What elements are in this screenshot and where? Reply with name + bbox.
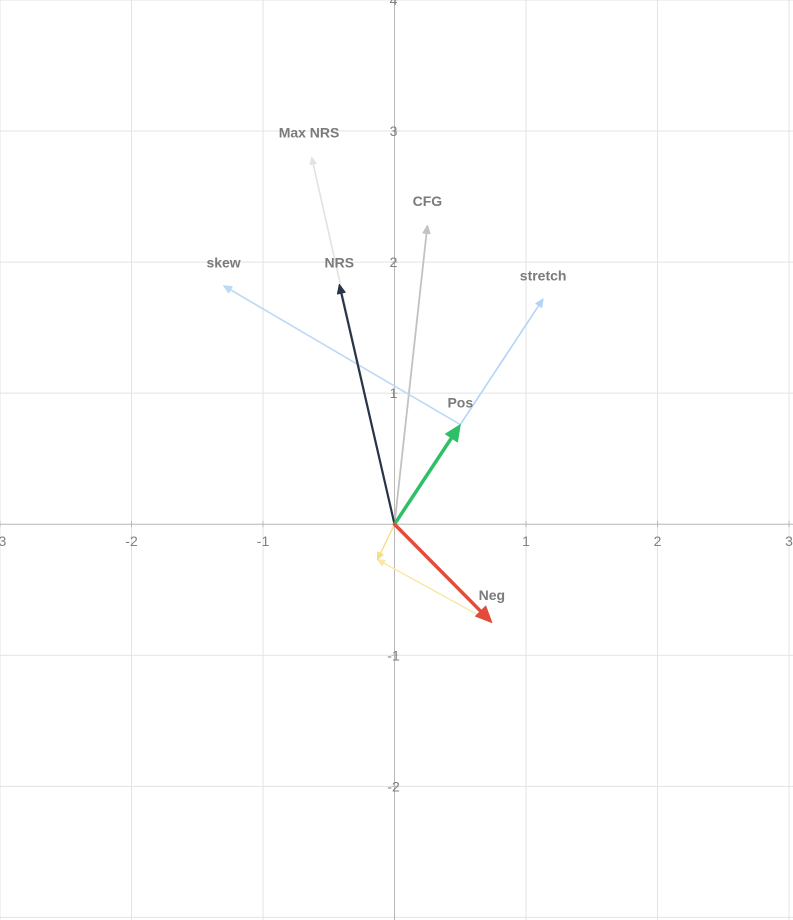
vector-label-max-nrs: Max NRS: [279, 125, 340, 141]
vector-unnamed-5: [376, 559, 493, 624]
vector-cfg: [393, 224, 431, 526]
vectors: [223, 156, 544, 624]
y-tick-label: -2: [387, 778, 400, 794]
x-tick-label: 1: [522, 533, 530, 549]
vector-labels: Max NRS CFG skew stretch NRS Pos Neg: [206, 125, 566, 604]
vector-head-cfg: [422, 224, 431, 235]
x-tick-label: -3: [0, 533, 6, 549]
y-tick-label: 1: [390, 385, 398, 401]
vector-shaft-skew: [226, 287, 462, 426]
y-tick-label: 3: [390, 123, 398, 139]
vector-head-unnamed-6: [376, 551, 384, 561]
vector-head-unnamed-5: [376, 559, 386, 567]
vector-pos: [392, 424, 461, 526]
vector-head-pos: [444, 424, 461, 443]
vector-label-nrs: NRS: [325, 254, 355, 270]
vector-label-stretch: stretch: [520, 267, 567, 283]
x-tick-label: -2: [125, 533, 138, 549]
y-tick-label: 4: [390, 0, 398, 8]
vector-shaft-unnamed-6: [378, 523, 396, 557]
y-tick-label: -1: [387, 647, 400, 663]
x-tick-label: -1: [257, 533, 270, 549]
tick-labels: -3 -2 -1 1 2 3 4 3 2 1 -1 -2: [0, 0, 793, 794]
vector-label-skew: skew: [206, 254, 240, 270]
vector-stretch: [459, 298, 544, 426]
vector-head-neg: [474, 605, 493, 624]
vector-shaft-cfg: [393, 229, 428, 526]
vector-head-nrs: [336, 283, 346, 295]
vector-label-cfg: CFG: [413, 193, 443, 209]
vector-shaft-nrs: [339, 288, 396, 526]
vector-shaft-neg: [392, 522, 487, 618]
y-tick-label: 2: [390, 254, 398, 270]
vector-head-max-nrs: [309, 156, 317, 166]
vector-nrs: [336, 283, 396, 526]
vector-label-pos: Pos: [447, 395, 473, 411]
vector-unnamed-6: [376, 523, 396, 561]
vector-head-stretch: [535, 298, 544, 308]
vector-label-neg: Neg: [479, 587, 505, 603]
vector-neg: [392, 522, 493, 624]
vector-skew: [223, 285, 462, 426]
x-tick-label: 2: [654, 533, 662, 549]
vector-shaft-stretch: [459, 302, 542, 426]
vector-shaft-pos: [392, 430, 457, 526]
x-tick-label: 3: [785, 533, 793, 549]
vector-shaft-unnamed-5: [380, 560, 493, 624]
vector-head-skew: [223, 285, 233, 294]
